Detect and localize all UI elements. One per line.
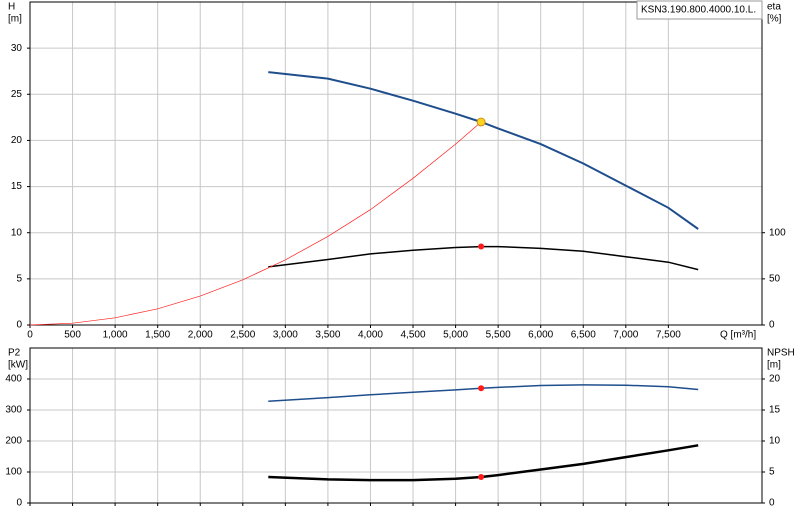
y2-tick-label: 20 xyxy=(769,374,781,385)
x-tick-label: 4,000 xyxy=(358,330,383,341)
y-tick-label: 30 xyxy=(11,43,23,54)
y2-tick-label: 0 xyxy=(769,320,775,331)
curve xyxy=(268,384,699,403)
operating-point xyxy=(478,385,485,392)
y-axis-unit: [m] xyxy=(8,14,22,25)
curve xyxy=(29,121,482,326)
y2-tick-label: 10 xyxy=(769,436,781,447)
x-tick-label: 6,000 xyxy=(528,330,553,341)
y-axis-label: H xyxy=(8,2,15,13)
x-tick-label: 7,000 xyxy=(613,330,638,341)
operating-point xyxy=(478,243,485,250)
y-axis-label: P2 xyxy=(8,348,21,359)
y2-tick-label: 5 xyxy=(769,467,775,478)
x-tick-label: 3,500 xyxy=(315,330,340,341)
y2-axis-unit: [%] xyxy=(767,14,782,25)
y-tick-label: 20 xyxy=(11,135,23,146)
y-tick-label: 5 xyxy=(16,273,22,284)
x-tick-label: 5,000 xyxy=(443,330,468,341)
x-tick-label: 4,500 xyxy=(401,330,426,341)
x-tick-label: 2,000 xyxy=(188,330,213,341)
y2-tick-label: 100 xyxy=(769,227,786,238)
x-tick-label: 3,000 xyxy=(273,330,298,341)
y-tick-label: 0 xyxy=(16,320,22,331)
x-axis-label: Q [m³/h] xyxy=(720,330,756,341)
curve xyxy=(268,444,699,482)
x-tick-label: 1,500 xyxy=(145,330,170,341)
y-tick-label: 25 xyxy=(11,89,23,100)
y-tick-label: 300 xyxy=(5,405,22,416)
y-tick-label: 100 xyxy=(5,467,22,478)
y2-axis-label: eta xyxy=(767,2,781,13)
x-tick-label: 5,500 xyxy=(486,330,511,341)
y-tick-label: 0 xyxy=(16,498,22,509)
curve xyxy=(268,71,699,230)
y2-tick-label: 15 xyxy=(769,405,781,416)
y-tick-label: 10 xyxy=(11,227,23,238)
annotation-box xyxy=(636,0,763,20)
y2-tick-label: 50 xyxy=(769,273,781,284)
plot-frame xyxy=(29,347,763,504)
x-tick-label: 500 xyxy=(64,330,81,341)
operating-point xyxy=(478,473,485,480)
y2-tick-label: 0 xyxy=(769,498,775,509)
x-tick-label: 6,500 xyxy=(571,330,596,341)
y-tick-label: 400 xyxy=(5,374,22,385)
x-tick-label: 2,500 xyxy=(230,330,255,341)
y-axis-unit: [kW] xyxy=(8,360,28,371)
y2-axis-label: NPSH xyxy=(767,348,795,359)
y2-axis-unit: [m] xyxy=(767,360,781,371)
plot-frame xyxy=(29,1,763,326)
x-tick-label: 1,000 xyxy=(103,330,128,341)
y-tick-label: 200 xyxy=(5,436,22,447)
y-tick-label: 15 xyxy=(11,181,23,192)
operating-point xyxy=(476,117,486,127)
annotation: KSN3.190.800.4000.10.L. xyxy=(641,5,756,16)
curve xyxy=(268,245,699,271)
x-tick-label: 0 xyxy=(27,330,33,341)
x-tick-label: 7,500 xyxy=(656,330,681,341)
